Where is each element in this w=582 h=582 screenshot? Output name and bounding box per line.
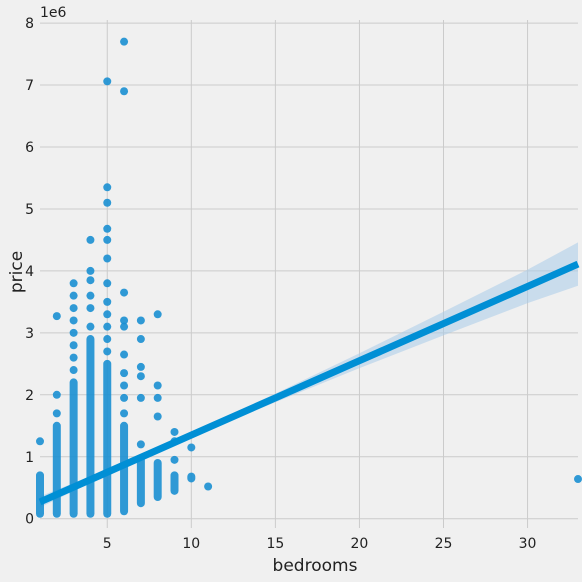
data-point (187, 443, 196, 452)
y-tick-label: 7 (25, 78, 34, 94)
x-tick-label: 10 (182, 536, 200, 552)
data-point (86, 235, 95, 244)
tick-labels: 5 10 15 20 25 30 0 1 2 3 4 5 6 7 8 (25, 16, 536, 552)
data-point (52, 409, 61, 418)
data-point (103, 279, 112, 288)
data-point (153, 381, 162, 390)
data-point (69, 279, 78, 288)
data-point (69, 328, 78, 337)
data-point (103, 183, 112, 192)
data-point (103, 235, 112, 244)
data-point (120, 322, 129, 331)
y-tick-label: 8 (25, 16, 34, 32)
data-point (120, 350, 129, 359)
data-point (120, 288, 129, 297)
data-point (86, 322, 95, 331)
data-point (170, 455, 179, 464)
y-tick-label: 4 (25, 264, 34, 280)
data-point (136, 335, 145, 344)
y-tick-label: 6 (25, 140, 34, 156)
data-point (120, 393, 129, 402)
x-tick-label: 30 (519, 536, 537, 552)
data-point (136, 362, 145, 371)
data-point (103, 77, 112, 86)
data-point (103, 297, 112, 306)
data-point (103, 335, 112, 344)
data-point (120, 87, 129, 96)
data-point (52, 312, 61, 321)
data-point (136, 393, 145, 402)
data-point (69, 304, 78, 313)
data-point (86, 276, 95, 285)
data-point (136, 372, 145, 381)
data-point (170, 427, 179, 436)
data-point (69, 366, 78, 375)
y-tick-label: 0 (25, 512, 34, 528)
data-point (153, 393, 162, 402)
y-axis-label: price (7, 251, 27, 293)
data-point (103, 224, 112, 233)
data-point (86, 291, 95, 300)
data-point (120, 37, 129, 46)
x-axis-label: bedrooms (273, 556, 358, 576)
data-point (52, 390, 61, 399)
data-point (86, 304, 95, 313)
data-point (103, 347, 112, 356)
data-point (153, 310, 162, 319)
data-points (36, 37, 582, 518)
data-point (103, 198, 112, 207)
data-point (120, 316, 129, 325)
data-point (103, 310, 112, 319)
data-point (136, 316, 145, 325)
x-tick-label: 25 (435, 536, 453, 552)
data-point (574, 475, 582, 484)
y-tick-label: 3 (25, 326, 34, 342)
data-point (120, 381, 129, 390)
data-point (120, 369, 129, 378)
data-point (120, 409, 129, 418)
regression-line-path (38, 260, 580, 506)
y-tick-label: 2 (25, 388, 34, 404)
y-tick-label: 1 (25, 450, 34, 466)
data-point (103, 322, 112, 331)
x-tick-label: 15 (266, 536, 284, 552)
data-point (69, 291, 78, 300)
y-tick-label: 5 (25, 202, 34, 218)
data-point (69, 316, 78, 325)
data-point (69, 341, 78, 350)
data-point (204, 482, 213, 491)
y-offset-label: 1e6 (40, 5, 67, 21)
data-point (36, 437, 44, 446)
x-tick-label: 20 (351, 536, 369, 552)
data-point (69, 353, 78, 362)
data-point (103, 254, 112, 263)
data-point (153, 412, 162, 421)
x-tick-label: 5 (103, 536, 112, 552)
data-point (136, 440, 145, 449)
regression-line (38, 260, 580, 506)
grid-lines (40, 20, 578, 528)
data-point (86, 266, 95, 275)
